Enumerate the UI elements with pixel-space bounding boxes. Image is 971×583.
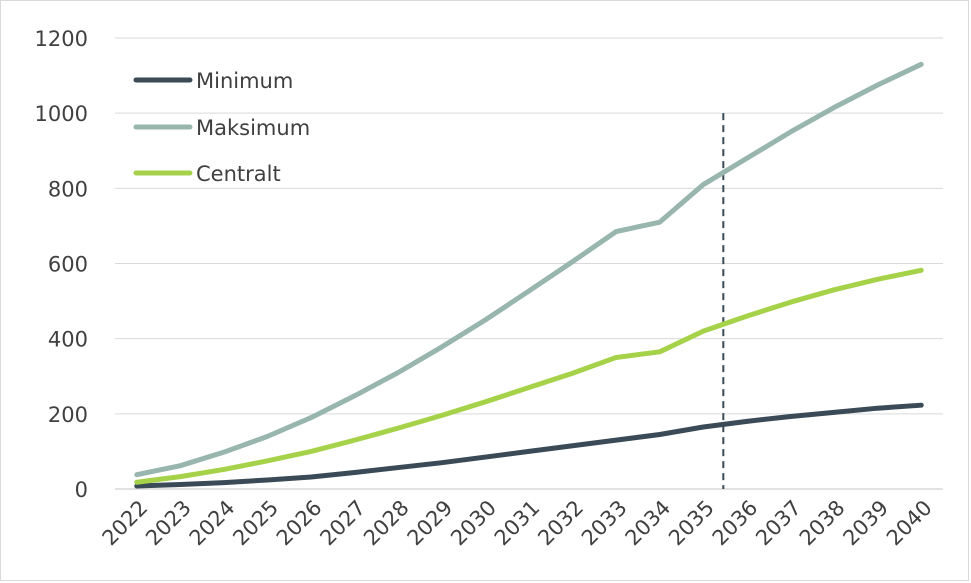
y-tick-label: 400 <box>48 328 88 352</box>
x-tick-label: 2030 <box>446 496 501 551</box>
x-tick-label: 2024 <box>185 496 240 551</box>
gridlines <box>115 37 943 490</box>
x-tick-label: 2027 <box>315 496 370 551</box>
x-tick-label: 2028 <box>359 496 414 551</box>
x-tick-label: 2029 <box>403 496 458 551</box>
x-tick-label: 2037 <box>751 496 806 551</box>
x-tick-label: 2032 <box>533 496 588 551</box>
series-lines <box>134 61 924 489</box>
x-tick-label: 2033 <box>577 496 632 551</box>
y-tick-label: 1200 <box>35 27 88 51</box>
series-line-minimum <box>134 402 924 489</box>
series-line-centralt <box>134 267 924 485</box>
legend: Minimum Maksimum Centralt <box>133 69 310 186</box>
series-line-maksimum <box>134 61 924 478</box>
x-tick-label: 2038 <box>795 496 850 551</box>
x-tick-label: 2036 <box>708 496 763 551</box>
x-tick-label: 2035 <box>664 496 719 551</box>
x-tick-label: 2040 <box>882 496 937 551</box>
y-tick-label: 600 <box>48 253 88 277</box>
legend-label: Centralt <box>196 162 281 186</box>
x-tick-label: 2025 <box>228 496 283 551</box>
y-tick-label: 1000 <box>35 102 88 126</box>
x-tick-label: 2026 <box>272 496 327 551</box>
x-tick-label: 2031 <box>490 496 545 551</box>
x-axis-tick-labels: 2022202320242025202620272028202920302031… <box>98 496 937 551</box>
legend-label: Minimum <box>196 69 293 93</box>
x-tick-label: 2022 <box>98 496 153 551</box>
x-tick-label: 2023 <box>141 496 196 551</box>
y-tick-label: 0 <box>75 478 88 502</box>
x-tick-label: 2034 <box>621 496 676 551</box>
x-tick-label: 2039 <box>838 496 893 551</box>
y-tick-label: 800 <box>48 177 88 201</box>
y-axis-tick-labels: 0 200 400 600 800 1000 1200 <box>35 27 88 502</box>
legend-label: Maksimum <box>196 116 310 140</box>
y-tick-label: 200 <box>48 403 88 427</box>
